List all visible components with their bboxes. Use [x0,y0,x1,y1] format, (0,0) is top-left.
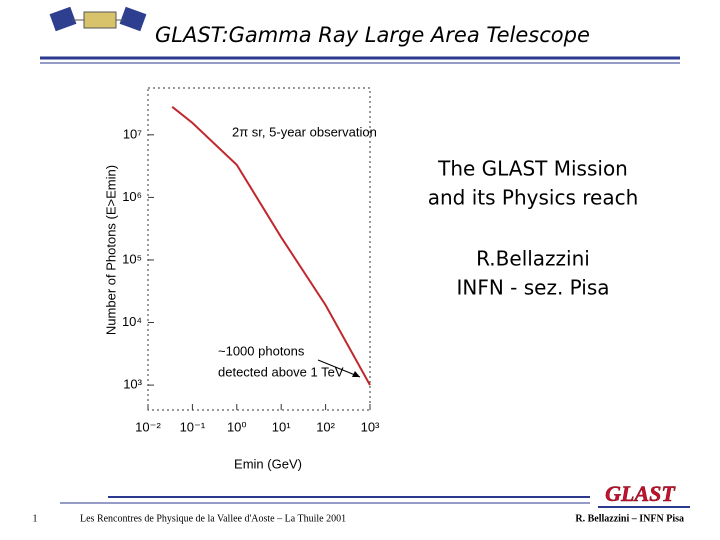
mission-line: The GLAST Mission [437,157,628,181]
satellite-icon [49,6,147,32]
x-tick-label: 10⁻¹ [180,419,206,434]
x-axis-label: Emin (GeV) [234,456,302,471]
y-tick-label: 10⁵ [122,251,142,266]
footer-author: R. Bellazzini – INFN Pisa [575,513,684,524]
y-tick-label: 10⁴ [122,314,142,329]
annotation: detected above 1 TeV [218,364,344,379]
y-tick-label: 10³ [123,377,142,392]
data-line [171,106,371,386]
x-tick-label: 10¹ [272,419,291,434]
annotation-arrow [317,359,361,378]
y-tick-label: 10⁷ [123,126,142,141]
y-axis-label: Number of Photons (E>Emin) [103,165,118,335]
logo: GLAST [605,481,676,506]
plot-frame [147,87,371,411]
y-tick-label: 10⁶ [122,189,142,204]
x-tick-label: 10⁰ [227,419,247,434]
annotation: ~1000 photons [218,343,305,358]
mission-line: and its Physics reach [428,186,639,210]
arrow-head [352,371,360,377]
author-line: INFN - sez. Pisa [456,276,609,300]
footer-conference: Les Rencontres de Physique de la Vallee … [80,513,346,524]
x-tick-label: 10² [316,419,335,434]
x-tick-label: 10³ [361,419,380,434]
annotation: 2π sr, 5-year observation [232,124,377,139]
chart: Emin (GeV) Number of Photons (E>Emin) 2π… [103,87,380,471]
page-number: 1 [33,513,38,524]
x-tick-label: 10⁻² [135,419,161,434]
slide-title: GLAST:Gamma Ray Large Area Telescope [155,23,590,47]
author-line: R.Bellazzini [476,247,590,271]
